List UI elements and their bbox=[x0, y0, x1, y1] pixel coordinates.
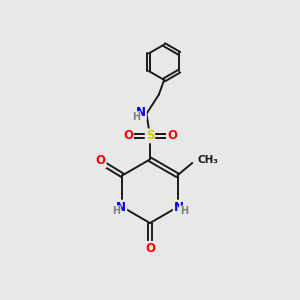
Text: N: N bbox=[174, 201, 184, 214]
Text: N: N bbox=[116, 201, 126, 214]
Text: O: O bbox=[123, 129, 133, 142]
Text: H: H bbox=[112, 206, 120, 216]
Text: S: S bbox=[146, 129, 154, 142]
Text: O: O bbox=[96, 154, 106, 167]
Text: H: H bbox=[132, 112, 140, 122]
Text: O: O bbox=[167, 129, 177, 142]
Text: O: O bbox=[145, 242, 155, 255]
Text: CH₃: CH₃ bbox=[198, 155, 219, 165]
Text: H: H bbox=[180, 206, 188, 216]
Text: N: N bbox=[136, 106, 146, 119]
